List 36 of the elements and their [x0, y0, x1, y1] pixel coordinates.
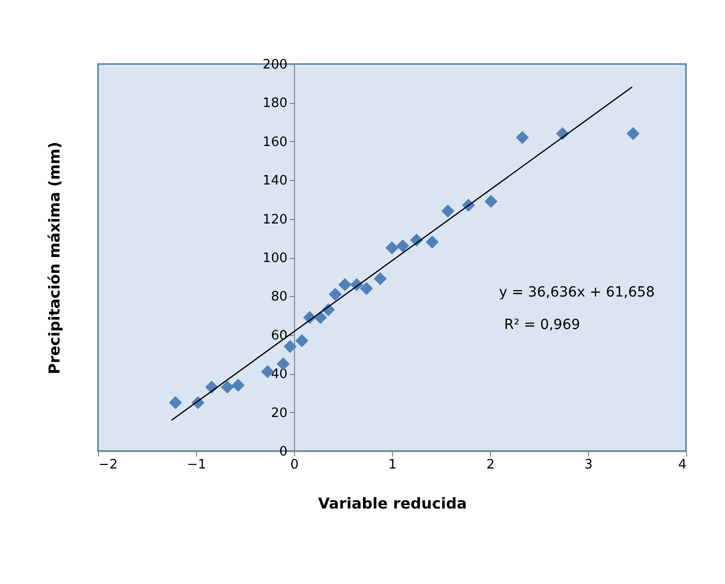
point: [441, 204, 454, 218]
point: [396, 239, 410, 252]
point: [360, 282, 374, 295]
point: [385, 241, 399, 254]
point: [484, 194, 498, 208]
point: [168, 396, 182, 410]
point: [328, 288, 342, 301]
y-tick-label: 120: [262, 212, 288, 228]
point: [516, 131, 529, 144]
y-tick-label: 180: [262, 96, 288, 112]
y-tick-label: 140: [262, 174, 288, 189]
y-tick-label: 160: [262, 134, 288, 150]
y-tick-label: 20: [270, 406, 288, 421]
annotation: y = 36,636x + 61,658: [499, 284, 655, 300]
point: [284, 340, 297, 354]
point: [232, 378, 245, 392]
point: [626, 127, 640, 140]
x-tick-label: −2: [98, 458, 118, 472]
y-tick-label: 60: [270, 328, 288, 344]
x-tick-label: 2: [486, 458, 495, 472]
y-tick-label: 80: [270, 290, 288, 305]
point: [426, 236, 439, 249]
y-tick-label: 100: [262, 251, 288, 266]
x-tick-label: 3: [584, 458, 593, 472]
x-tick-label: 4: [678, 458, 686, 472]
annotation: R² = 0,969: [504, 317, 580, 334]
y-tick-label: 40: [270, 367, 288, 382]
point: [220, 380, 234, 394]
point: [374, 272, 387, 286]
point: [338, 278, 352, 292]
x-axis-title: Variable reducida: [318, 494, 467, 512]
x-tick-label: 0: [290, 458, 299, 472]
y-axis-title: Precipitación máxima (mm): [46, 142, 64, 374]
x-tick-label: −1: [186, 458, 206, 472]
point: [295, 334, 308, 348]
x-tick-label: 1: [388, 458, 397, 472]
